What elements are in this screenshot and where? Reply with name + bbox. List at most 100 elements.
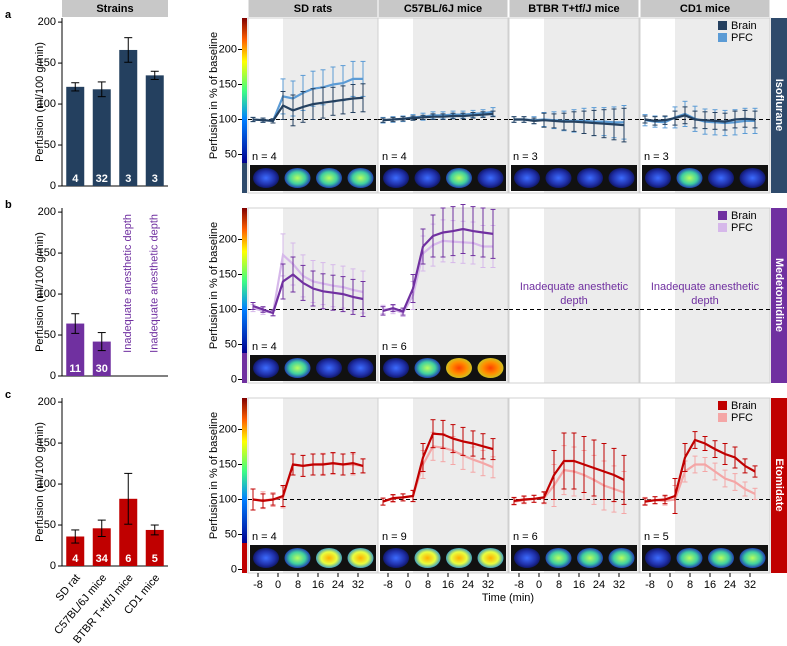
x-tick-label: 32 <box>352 579 364 591</box>
y-tick-label: 0 <box>50 560 56 572</box>
series-line <box>644 114 756 123</box>
header-bg <box>378 0 508 17</box>
legend-label: PFC <box>731 32 753 44</box>
header-bg <box>509 0 639 17</box>
brain-image <box>708 168 734 188</box>
n-label: 3 <box>125 173 131 185</box>
x-tick-label: 16 <box>704 579 716 591</box>
colorbar-base <box>242 353 247 383</box>
y-tick-label: 150 <box>38 437 56 449</box>
brain-image <box>253 358 279 378</box>
x-tick-label: 24 <box>462 579 474 591</box>
x-tick-label: 0 <box>405 579 411 591</box>
brain-image <box>708 548 734 568</box>
x-tick-label: 24 <box>332 579 344 591</box>
panel-letter: c <box>5 389 11 401</box>
brain-image <box>414 168 441 188</box>
n-label: n = 3 <box>513 151 538 163</box>
y-tick-label: 200 <box>38 16 56 28</box>
x-tick-label: 24 <box>724 579 736 591</box>
brain-image <box>414 358 441 378</box>
brain-image <box>446 168 472 188</box>
x-tick-label: 0 <box>275 579 281 591</box>
y-tick-label: 150 <box>219 268 237 280</box>
y-tick-label: 200 <box>219 423 237 435</box>
legend-label: PFC <box>731 412 753 424</box>
n-label: 3 <box>152 173 158 185</box>
legend-label: PFC <box>731 222 753 234</box>
n-label: 4 <box>72 173 79 185</box>
bar <box>145 75 164 186</box>
y-tick-label: 200 <box>38 206 56 218</box>
n-label: n = 6 <box>382 341 407 353</box>
brain-image <box>284 548 311 568</box>
panel-letter: a <box>5 9 12 21</box>
n-label: 11 <box>69 363 81 375</box>
brain-image <box>446 358 472 378</box>
x-tick-label: 32 <box>613 579 625 591</box>
y-tick-label: 100 <box>219 303 237 315</box>
n-label: 5 <box>152 553 158 565</box>
brain-image <box>739 548 766 568</box>
series-line <box>644 438 756 503</box>
panel-note: Inadequate anesthetic depth <box>519 281 629 307</box>
series-line <box>514 118 625 127</box>
legend-label: Brain <box>731 20 757 32</box>
y-axis-label: Perfusion (ml/100 g/min) <box>34 42 46 162</box>
brain-image <box>477 548 504 568</box>
brain-image <box>347 358 374 378</box>
y-tick-label: 150 <box>219 458 237 470</box>
shade <box>413 398 508 573</box>
brain-image <box>316 358 342 378</box>
bar <box>92 528 111 566</box>
n-label: 32 <box>96 173 108 185</box>
legend-swatch <box>718 33 727 42</box>
brain-image <box>383 168 409 188</box>
panel-letter: b <box>5 199 12 211</box>
legend-swatch <box>718 223 727 232</box>
x-tick-label: -8 <box>253 579 263 591</box>
brain-image <box>477 168 504 188</box>
x-tick-label: -8 <box>514 579 524 591</box>
header-label: Strains <box>96 3 133 15</box>
legend-swatch <box>718 211 727 220</box>
y-axis-label: Perfusion in % of baseline <box>208 222 220 349</box>
shade <box>675 208 770 383</box>
colorbar <box>242 398 247 543</box>
brain-image <box>446 548 472 568</box>
legend-swatch <box>718 401 727 410</box>
y-tick-label: 150 <box>219 78 237 90</box>
series-line <box>382 432 494 503</box>
n-label: n = 4 <box>252 151 277 163</box>
legend-swatch <box>718 413 727 422</box>
column-header: C57BL/6J mice <box>404 3 482 15</box>
y-axis-label: Perfusion (ml/100 g/min) <box>34 422 46 542</box>
brain-image <box>477 358 504 378</box>
shade <box>544 208 639 383</box>
y-tick-label: 150 <box>38 57 56 69</box>
series-line <box>382 112 494 122</box>
y-tick-label: 50 <box>44 519 56 531</box>
y-tick-label: 100 <box>38 98 56 110</box>
anesthetic-label: Etomidate <box>773 458 785 511</box>
legend-label: Brain <box>731 400 757 412</box>
bar <box>119 498 138 566</box>
colorbar <box>242 208 247 353</box>
bar <box>66 323 85 376</box>
y-tick-label: 0 <box>50 180 56 192</box>
x-tick-label: 16 <box>573 579 585 591</box>
bar <box>66 86 85 186</box>
n-label: n = 4 <box>382 151 407 163</box>
brain-image <box>577 168 603 188</box>
n-label: n = 4 <box>252 531 277 543</box>
brain-image <box>347 168 374 188</box>
panel-note: Inadequate anesthetic depth <box>650 281 760 307</box>
series-line <box>513 459 625 502</box>
brain-image <box>383 548 409 568</box>
anesthetic-band <box>771 208 787 383</box>
series-line <box>382 227 494 313</box>
colorbar <box>242 18 247 163</box>
brain-image <box>253 168 279 188</box>
